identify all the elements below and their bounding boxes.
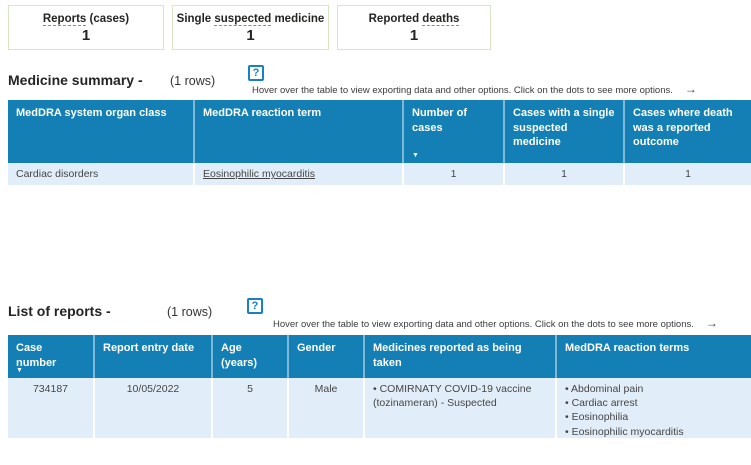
stat-value-reports: 1: [81, 27, 91, 44]
col-header-case-number[interactable]: Case number ▼: [8, 335, 95, 378]
medicine-summary-table: MedDRA system organ class MedDRA reactio…: [8, 100, 751, 185]
sort-descending-icon: ▼: [16, 366, 23, 374]
stat-label-key: suspected: [214, 13, 272, 26]
stat-card-single-suspected: Single suspected medicine 1: [172, 5, 329, 50]
cell-single-suspected: 1: [505, 163, 625, 185]
cell-reaction-term: Eosinophilic myocarditis: [195, 163, 404, 185]
cell-death-outcome: 1: [685, 168, 691, 180]
right-arrow-icon: →: [705, 316, 718, 330]
list-of-reports-table: Case number ▼ Report entry date Age (year…: [8, 335, 751, 438]
table-row: Cardiac disorders Eosinophilic myocardit…: [8, 163, 751, 185]
list-of-reports-hint: Hover over the table to view exporting d…: [273, 316, 718, 330]
list-of-reports-header-row: Case number ▼ Report entry date Age (year…: [8, 335, 751, 378]
col-header-reaction-terms[interactable]: MedDRA reaction terms: [565, 342, 690, 354]
medicine-summary-hint: Hover over the table to view exporting d…: [252, 82, 697, 96]
medicine-item: COMIRNATY COVID-19 vaccine (tozinameran)…: [373, 382, 547, 410]
col-header-gender[interactable]: Gender: [289, 335, 365, 378]
cell-age: 5: [213, 378, 289, 438]
stat-label-key: Reports: [42, 13, 87, 26]
col-header-death-outcome[interactable]: Cases where death was a reported outcome: [633, 107, 733, 149]
stat-label-pre: Reported: [368, 13, 423, 25]
cell-reaction-terms: Abdominal pain Cardiac arrest Eosinophil…: [557, 378, 751, 438]
cell-gender: Male: [289, 378, 365, 438]
cell-organ-class: Cardiac disorders: [8, 163, 195, 185]
stat-label-pre: Single: [176, 13, 215, 25]
reaction-item: Eosinophilia: [565, 410, 743, 424]
stat-label-key: deaths: [422, 13, 460, 26]
col-header-label: Case number: [16, 342, 57, 369]
col-header-medicines[interactable]: Medicines reported as being taken: [365, 335, 557, 378]
cell-case-number: 734187: [8, 378, 95, 438]
stat-card-reported-deaths: Reported deaths 1: [337, 5, 491, 50]
right-arrow-icon: →: [684, 82, 697, 96]
cell-report-entry-date: 10/05/2022: [95, 378, 213, 438]
help-icon[interactable]: ?: [247, 298, 263, 314]
stat-label-reported-deaths: Reported deaths: [338, 13, 490, 26]
sort-descending-icon: ▼: [412, 151, 419, 159]
col-header-label: Number of cases: [412, 107, 467, 134]
table-row: 734187 10/05/2022 5 Male COMIRNATY COVID…: [8, 378, 751, 438]
col-header-reaction-term[interactable]: MedDRA reaction term: [195, 100, 404, 163]
list-of-reports-title: List of reports -: [8, 303, 111, 319]
stat-value-reported-deaths: 1: [409, 27, 419, 44]
col-header-single-suspected[interactable]: Cases with a single suspected medicine: [505, 100, 625, 163]
reaction-item: Cardiac arrest: [565, 396, 743, 410]
hint-text: Hover over the table to view exporting d…: [252, 85, 673, 96]
col-header-number-of-cases[interactable]: Number of cases ▼: [404, 100, 505, 163]
list-of-reports-rows-count: (1 rows): [167, 305, 213, 319]
stat-label-post: (cases): [86, 13, 130, 25]
stat-card-reports: Reports (cases) 1: [8, 5, 164, 50]
reaction-item: Abdominal pain: [565, 382, 743, 396]
help-icon[interactable]: ?: [248, 65, 264, 81]
medicine-summary-rows-count: (1 rows): [170, 74, 216, 88]
col-header-report-entry-date[interactable]: Report entry date: [95, 335, 213, 378]
hint-text: Hover over the table to view exporting d…: [273, 319, 694, 330]
col-header-organ-class[interactable]: MedDRA system organ class: [8, 100, 195, 163]
stat-value-single-suspected: 1: [246, 27, 255, 44]
stat-label-single-suspected: Single suspected medicine: [173, 13, 328, 26]
reaction-item: Eosinophilic myocarditis: [565, 425, 743, 438]
cell-medicines: COMIRNATY COVID-19 vaccine (tozinameran)…: [365, 378, 557, 438]
medicine-summary-title: Medicine summary -: [8, 72, 143, 88]
col-header-age[interactable]: Age (years): [213, 335, 289, 378]
reaction-term-link[interactable]: Eosinophilic myocarditis: [203, 168, 316, 180]
cell-number-of-cases: 1: [404, 163, 505, 185]
stat-label-reports: Reports (cases): [9, 13, 163, 26]
stat-label-post: medicine: [271, 13, 325, 25]
medicine-summary-header-row: MedDRA system organ class MedDRA reactio…: [8, 100, 751, 163]
